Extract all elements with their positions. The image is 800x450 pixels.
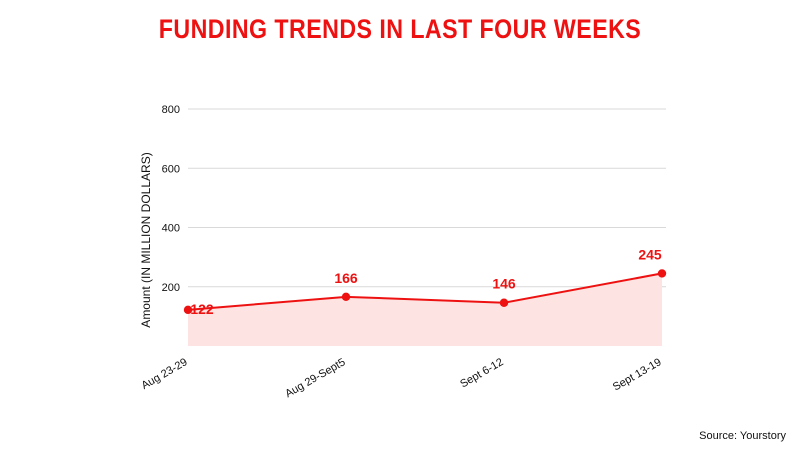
x-tick-label: Aug 29-Sept5 [283, 356, 347, 400]
data-points [183, 269, 667, 315]
source-note: Source: Yourstory [699, 430, 786, 442]
y-axis-ticks: 200 400 600 800 [162, 104, 180, 294]
y-axis-label: Amount (IN MILLION DOLLARS) [139, 152, 153, 327]
data-label: 122 [190, 301, 214, 317]
grid-lines [188, 108, 666, 288]
x-tick-label: Sept 13-19 [611, 356, 664, 393]
data-label: 245 [638, 246, 662, 262]
x-axis-ticks: Aug 23-29 Aug 29-Sept5 Sept 6-12 Sept 13-19 [140, 356, 664, 400]
y-tick-label: 400 [162, 223, 180, 235]
series-line [187, 272, 663, 311]
y-tick-label: 800 [162, 104, 180, 116]
data-label: 166 [334, 270, 358, 286]
data-point [183, 305, 193, 315]
data-point [657, 269, 667, 278]
x-tick-label: Sept 6-12 [458, 356, 505, 390]
data-label: 146 [492, 276, 516, 292]
series-area [188, 273, 662, 346]
data-labels: 122 166 146 245 [190, 246, 662, 316]
data-point [499, 298, 509, 307]
chart-title: FUNDING TRENDS IN LAST FOUR WEEKS [158, 14, 642, 44]
y-tick-label: 200 [162, 282, 180, 294]
x-tick-label: Aug 23-29 [140, 356, 190, 392]
y-tick-label: 600 [162, 163, 180, 175]
data-point [341, 292, 351, 302]
